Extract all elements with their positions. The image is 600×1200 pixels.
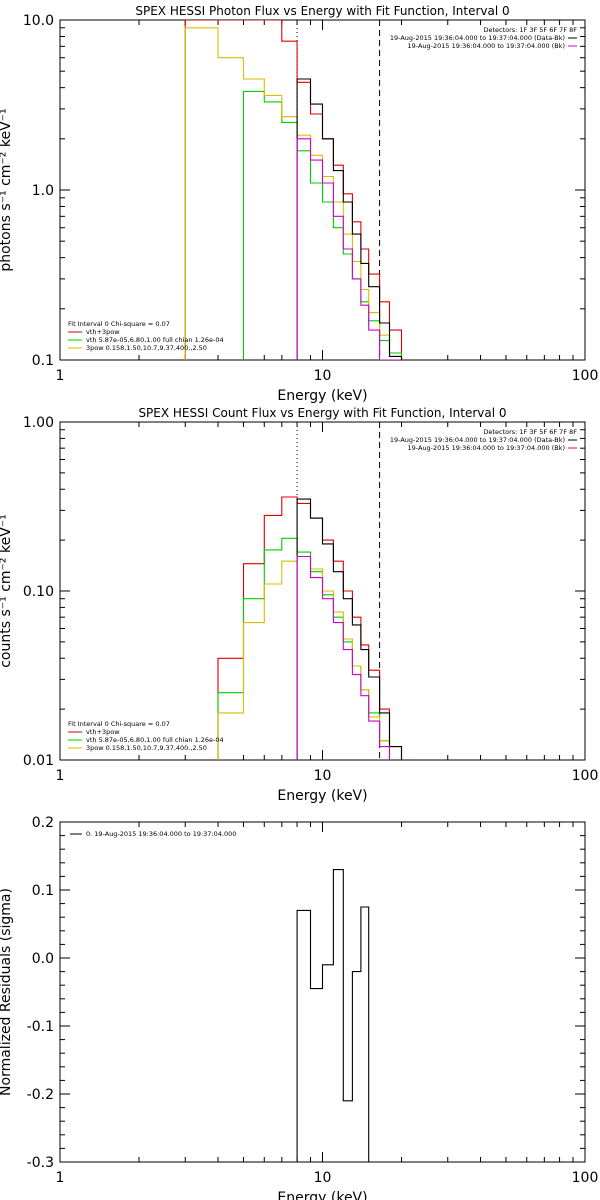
series-line: [296, 555, 391, 760]
legend-header: Fit Interval 0 Chi-square = 0.07: [68, 720, 170, 728]
legend-entry-label: 0. 19-Aug-2015 19:36:04.000 to 19:37:04.…: [86, 830, 236, 838]
y-tick-label: 0.1: [32, 883, 54, 899]
chart-title: SPEX HESSI Photon Flux vs Energy with Fi…: [135, 4, 509, 18]
legend-entry-label: vth 5.87e-05,6.80,1.00 full chian 1.26e-…: [86, 736, 224, 744]
data-layer: [296, 869, 380, 1162]
y-tick-label: 0.1: [32, 353, 54, 369]
x-tick-label: 1: [56, 1170, 65, 1186]
x-tick-label: 10: [314, 768, 332, 784]
data-layer: [217, 422, 403, 760]
legend-entry-label: 19-Aug-2015 19:36:04.000 to 19:37:04.000…: [408, 444, 565, 452]
y-axis-label: counts s⁻¹ cm⁻² keV⁻¹: [0, 514, 14, 668]
y-tick-label: 0.10: [23, 584, 54, 600]
x-axis-label: Energy (keV): [277, 788, 367, 804]
y-tick-label: 1.00: [23, 415, 54, 431]
legend-entry-label: vth+3pow: [86, 328, 120, 336]
x-tick-label: 100: [572, 768, 599, 784]
legend-entry-label: 19-Aug-2015 19:36:04.000 to 19:37:04.000…: [408, 42, 565, 50]
series-line: [296, 498, 403, 760]
x-axis-label: Energy (keV): [277, 1190, 367, 1200]
y-axis-label: photons s⁻¹ cm⁻² keV⁻¹: [0, 108, 14, 271]
x-tick-label: 1: [56, 368, 65, 384]
y-tick-label: 0.0: [32, 951, 54, 967]
legend-header: Fit Interval 0 Chi-square = 0.07: [68, 320, 170, 328]
plot-frame: [59, 821, 586, 1163]
y-tick-label: -0.1: [27, 1019, 54, 1035]
y-tick-label: -0.3: [27, 1155, 54, 1171]
x-tick-label: 1: [56, 768, 65, 784]
series-line: [296, 78, 403, 360]
series-line: [296, 869, 380, 1162]
x-axis-label: Energy (keV): [277, 388, 367, 404]
legend-entry-label: 19-Aug-2015 19:36:04.000 to 19:37:04.000…: [390, 436, 565, 444]
y-tick-label: 0.01: [23, 753, 54, 769]
y-axis-label: Normalized Residuals (sigma): [0, 888, 14, 1096]
legend-entry-label: 3pow 0.158,1.50,10.7,9.37,400.,2.50: [86, 744, 207, 752]
legend-header: Detectors: 1F 3F 5F 6F 7F 8F: [483, 428, 577, 436]
legend-header: Detectors: 1F 3F 5F 6F 7F 8F: [483, 26, 577, 34]
y-tick-label: 10.0: [23, 13, 54, 29]
x-tick-label: 100: [572, 368, 599, 384]
x-tick-label: 10: [314, 1170, 332, 1186]
legend-entry-label: 19-Aug-2015 19:36:04.000 to 19:37:04.000…: [390, 34, 565, 42]
series-line: [296, 138, 402, 360]
legend-entry-label: vth+3pow: [86, 728, 120, 736]
legend-entry-label: 3pow 0.158,1.50,10.7,9.37,400.,2.50: [86, 344, 207, 352]
x-tick-label: 10: [314, 368, 332, 384]
data-layer: [184, 20, 403, 360]
y-tick-label: 0.2: [32, 815, 54, 831]
chart-2: 1 10 100 Energy (keV) -0.3 -0.2 -0.1 0.0 0.1 0.2 N…: [0, 815, 598, 1200]
x-tick-label: 100: [572, 1170, 599, 1186]
y-tick-label: -0.2: [27, 1087, 54, 1103]
y-tick-label: 1.0: [32, 183, 54, 199]
chart-1: SPEX HESSI Count Flux vs Energy with Fit…: [0, 406, 598, 804]
chart-0: SPEX HESSI Photon Flux vs Energy with Fi…: [0, 4, 598, 404]
legend-entry-label: vth 5.87e-05,6.80,1.00 full chian 1.26e-…: [86, 336, 224, 344]
series-line: [184, 27, 403, 360]
chart-title: SPEX HESSI Count Flux vs Energy with Fit…: [138, 406, 506, 420]
